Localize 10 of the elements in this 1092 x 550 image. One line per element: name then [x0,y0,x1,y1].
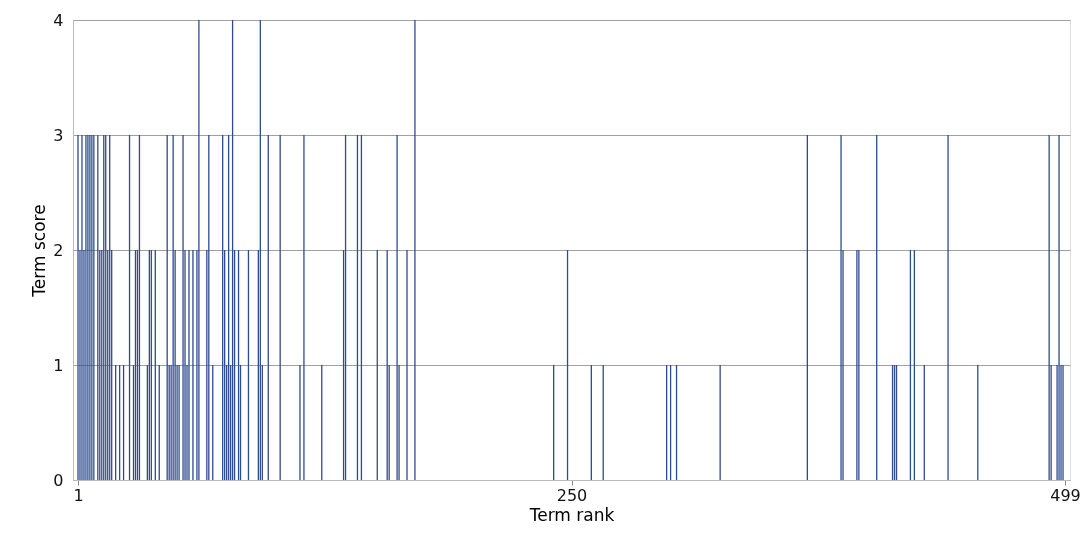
y-tick-label: 4 [53,10,64,30]
x-tick-label: 1 [73,485,84,505]
y-tick-label: 3 [53,125,64,145]
y-tick-label: 0 [53,470,64,490]
y-tick-label: 1 [53,355,64,375]
y-axis-title: Term score [29,204,50,298]
x-axis-title: Term rank [528,504,615,525]
y-tick-label: 2 [53,240,64,260]
x-tick-label: 250 [556,485,588,505]
x-tick-label: 499 [1050,485,1081,505]
